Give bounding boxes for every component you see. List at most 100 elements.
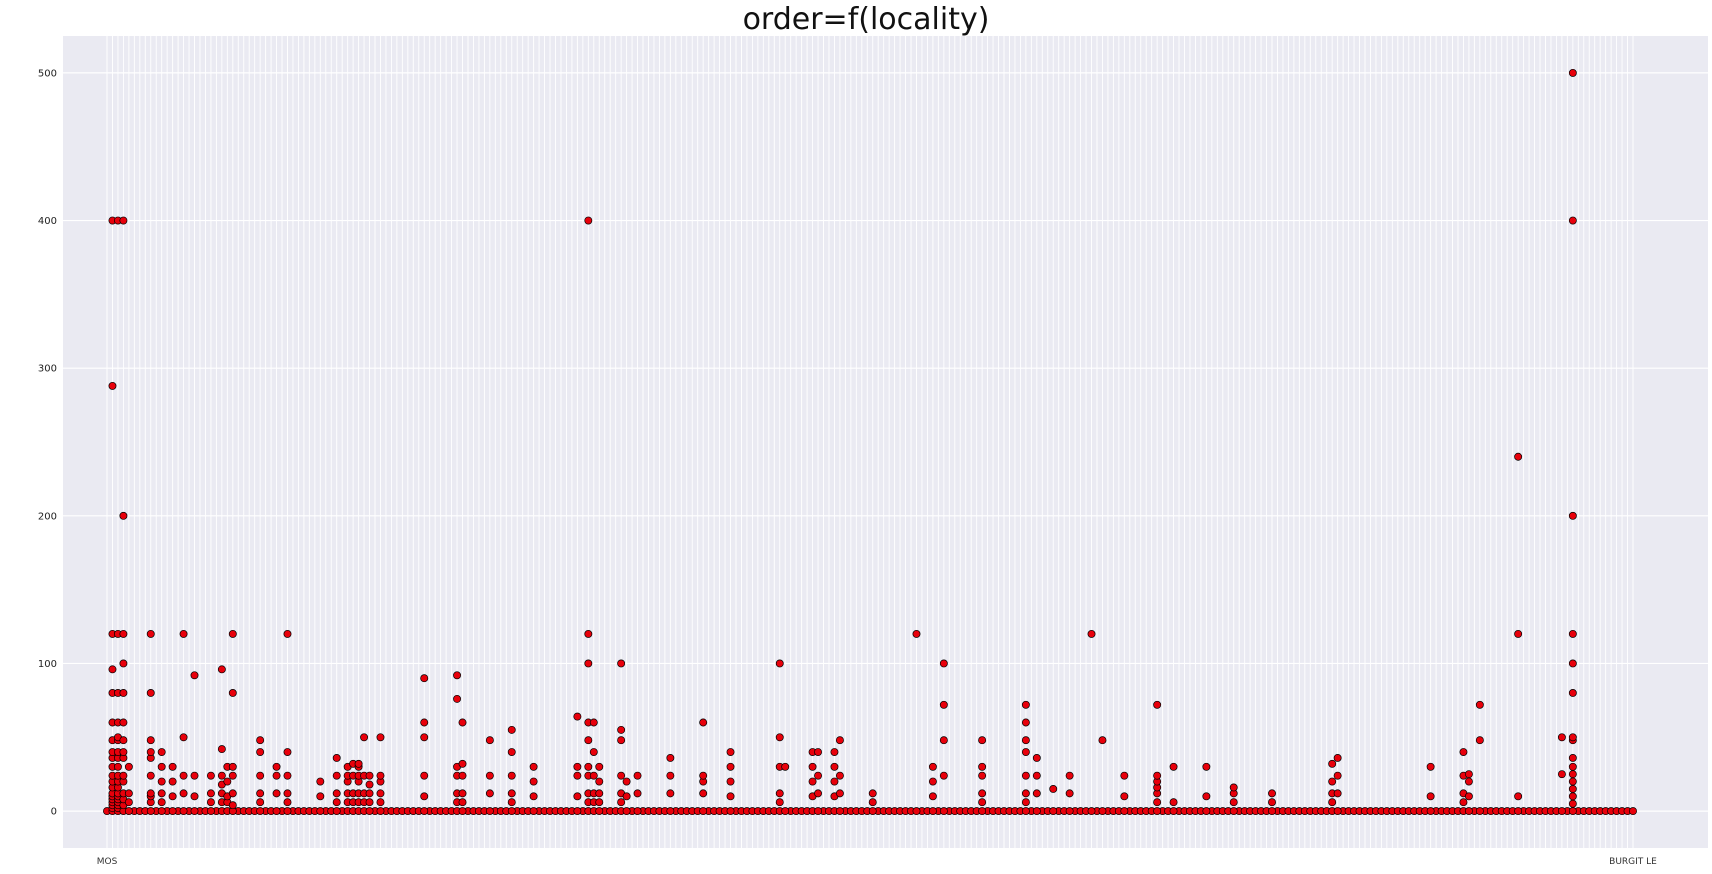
- data-point: [573, 807, 582, 816]
- data-point: [1021, 771, 1030, 780]
- data-point: [1333, 789, 1342, 798]
- data-point: [458, 807, 467, 816]
- data-point: [1333, 807, 1342, 816]
- data-point: [1268, 789, 1276, 798]
- data-point: [1049, 807, 1058, 816]
- data-point: [360, 733, 369, 742]
- data-point: [146, 748, 155, 756]
- data-point: [633, 807, 642, 816]
- data-point: [228, 801, 237, 810]
- data-point: [228, 789, 237, 798]
- data-point: [485, 807, 494, 816]
- data-point: [1568, 762, 1577, 771]
- data-point: [179, 789, 188, 798]
- data-point: [507, 725, 516, 734]
- data-point: [157, 807, 166, 816]
- data-point: [1568, 689, 1577, 697]
- data-point: [179, 629, 188, 638]
- data-point: [978, 807, 987, 816]
- data-point: [1120, 807, 1129, 816]
- data-point: [633, 771, 642, 780]
- data-point: [1120, 771, 1129, 780]
- data-point: [420, 733, 429, 742]
- y-tick-label: 100: [38, 659, 57, 670]
- data-point: [458, 759, 467, 768]
- data-point: [179, 771, 188, 780]
- data-point: [1557, 807, 1566, 816]
- data-point: [1568, 770, 1577, 779]
- data-point: [589, 771, 598, 780]
- data-point: [507, 748, 516, 756]
- data-point: [283, 629, 292, 638]
- data-point: [1268, 807, 1276, 816]
- data-point: [939, 771, 948, 780]
- data-point: [1098, 807, 1107, 816]
- data-point: [365, 798, 374, 807]
- data-point: [157, 798, 166, 807]
- data-point: [332, 771, 341, 780]
- data-point: [485, 736, 494, 745]
- data-point: [584, 762, 593, 771]
- data-point: [458, 798, 467, 807]
- data-point: [146, 807, 155, 816]
- data-point: [868, 789, 877, 798]
- data-point: [1328, 777, 1337, 786]
- data-point: [507, 771, 516, 780]
- data-point: [573, 712, 582, 721]
- data-point: [256, 807, 265, 816]
- data-point: [1032, 753, 1041, 762]
- data-point: [726, 807, 735, 816]
- data-point: [1032, 807, 1041, 816]
- data-point: [595, 777, 604, 786]
- data-point: [617, 798, 626, 807]
- data-point: [272, 807, 281, 816]
- data-point: [1568, 511, 1577, 520]
- data-point: [507, 798, 516, 807]
- data-point: [1333, 771, 1342, 780]
- data-point: [365, 771, 374, 780]
- x-tick-label: BURGIT LE: [1609, 857, 1657, 867]
- data-point: [1202, 762, 1211, 771]
- data-point: [256, 789, 265, 798]
- data-point: [119, 689, 128, 697]
- y-tick-label: 500: [38, 68, 57, 79]
- data-point: [124, 798, 133, 807]
- data-point: [928, 762, 937, 771]
- y-tick-label: 0: [51, 807, 57, 818]
- data-point: [1333, 753, 1342, 762]
- data-point: [420, 792, 429, 801]
- data-point: [1021, 736, 1030, 745]
- data-point: [595, 807, 604, 816]
- data-point: [124, 762, 133, 771]
- data-point: [1153, 807, 1162, 816]
- data-point: [978, 771, 987, 780]
- data-point: [584, 736, 593, 745]
- data-point: [485, 771, 494, 780]
- data-point: [119, 659, 128, 668]
- data-point: [283, 789, 292, 798]
- data-point: [775, 798, 784, 807]
- data-point: [420, 807, 429, 816]
- data-point: [1065, 789, 1074, 798]
- y-tick-label: 200: [38, 511, 57, 522]
- data-point: [589, 718, 598, 727]
- data-point: [978, 762, 987, 771]
- data-point: [217, 745, 226, 754]
- data-point: [978, 789, 987, 798]
- data-point: [726, 792, 735, 801]
- data-point: [1098, 736, 1107, 745]
- data-point: [1065, 771, 1074, 780]
- data-point: [1514, 792, 1523, 801]
- data-point: [1475, 736, 1484, 745]
- data-point: [146, 629, 155, 638]
- data-point: [332, 753, 341, 762]
- data-point: [124, 807, 133, 816]
- data-point: [256, 798, 265, 807]
- data-point: [283, 807, 292, 816]
- data-point: [830, 777, 839, 786]
- data-point: [206, 798, 215, 807]
- data-point: [666, 807, 675, 816]
- data-point: [1328, 759, 1337, 768]
- data-point: [283, 771, 292, 780]
- data-point: [376, 798, 385, 807]
